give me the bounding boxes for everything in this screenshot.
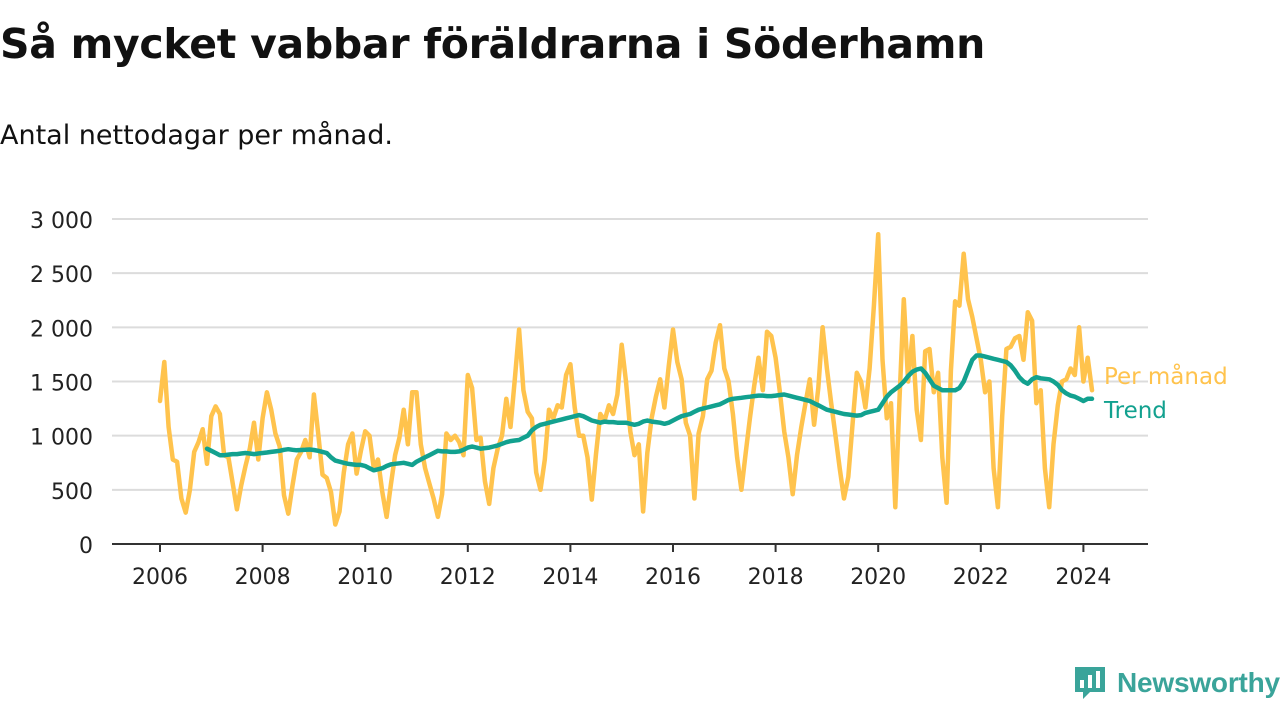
x-tick-label: 2024 <box>1055 565 1111 590</box>
series-line-trend <box>204 353 1095 473</box>
x-tick-label: 2014 <box>542 565 598 590</box>
newsworthy-logo-icon <box>1075 667 1105 699</box>
x-tick-label: 2006 <box>132 565 188 590</box>
y-tick-label: 500 <box>51 480 93 505</box>
brand-name: Newsworthy <box>1117 667 1280 698</box>
y-tick-label: 1 500 <box>30 372 93 397</box>
x-tick-label: 2018 <box>748 565 804 590</box>
y-tick-label: 2 500 <box>30 263 93 288</box>
x-tick-label: 2008 <box>235 565 291 590</box>
series-labels: Per månad Trend <box>1103 362 1228 424</box>
x-tick-label: 2022 <box>953 565 1009 590</box>
x-tick-label: 2012 <box>440 565 496 590</box>
newsworthy-logo[interactable]: Newsworthy <box>1072 664 1280 702</box>
x-tick-label: 2020 <box>850 565 906 590</box>
series-line-per-manad <box>157 231 1095 527</box>
page-subtitle: Antal nettodagar per månad. <box>0 120 393 151</box>
y-tick-label: 3 000 <box>30 209 93 234</box>
series-label: Per månad <box>1104 362 1228 390</box>
y-tick-label: 0 <box>79 534 93 559</box>
y-tick-label: 1 000 <box>30 426 93 451</box>
x-axis: 2006 2008 2010 2012 2014 2016 2018 2020 2022 2024 <box>112 543 1148 590</box>
series-label: Trend <box>1103 398 1167 424</box>
y-tick-label: 2 000 <box>30 317 93 342</box>
series-lines <box>157 231 1095 527</box>
page-title: Så mycket vabbar föräldrarna i Söderhamn <box>0 20 986 68</box>
x-tick-label: 2016 <box>645 565 701 590</box>
x-tick-label: 2010 <box>337 565 393 590</box>
y-axis-tick-labels: 0 500 1 000 1 500 2 000 2 500 3 000 <box>30 209 93 559</box>
